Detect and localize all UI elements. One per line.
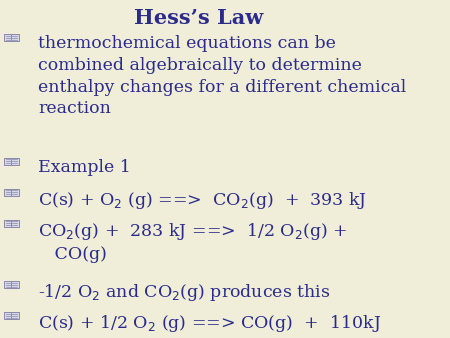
Text: Hess’s Law: Hess’s Law (134, 8, 263, 28)
FancyBboxPatch shape (4, 312, 18, 319)
FancyBboxPatch shape (4, 220, 18, 227)
FancyBboxPatch shape (4, 34, 18, 42)
FancyBboxPatch shape (4, 158, 18, 165)
Text: C(s) + O$_2$ (g) ==>  CO$_2$(g)  +  393 kJ: C(s) + O$_2$ (g) ==> CO$_2$(g) + 393 kJ (38, 190, 367, 211)
FancyBboxPatch shape (4, 189, 18, 196)
Text: Example 1: Example 1 (38, 159, 131, 176)
Text: C(s) + 1/2 O$_2$ (g) ==> CO(g)  +  110kJ: C(s) + 1/2 O$_2$ (g) ==> CO(g) + 110kJ (38, 313, 382, 334)
FancyBboxPatch shape (4, 282, 18, 288)
Text: -1/2 O$_2$ and CO$_2$(g) produces this: -1/2 O$_2$ and CO$_2$(g) produces this (38, 283, 331, 304)
Text: thermochemical equations can be
combined algebraically to determine
enthalpy cha: thermochemical equations can be combined… (38, 35, 406, 117)
Text: CO$_2$(g) +  283 kJ ==>  1/2 O$_2$(g) +
   CO(g): CO$_2$(g) + 283 kJ ==> 1/2 O$_2$(g) + CO… (38, 221, 347, 263)
